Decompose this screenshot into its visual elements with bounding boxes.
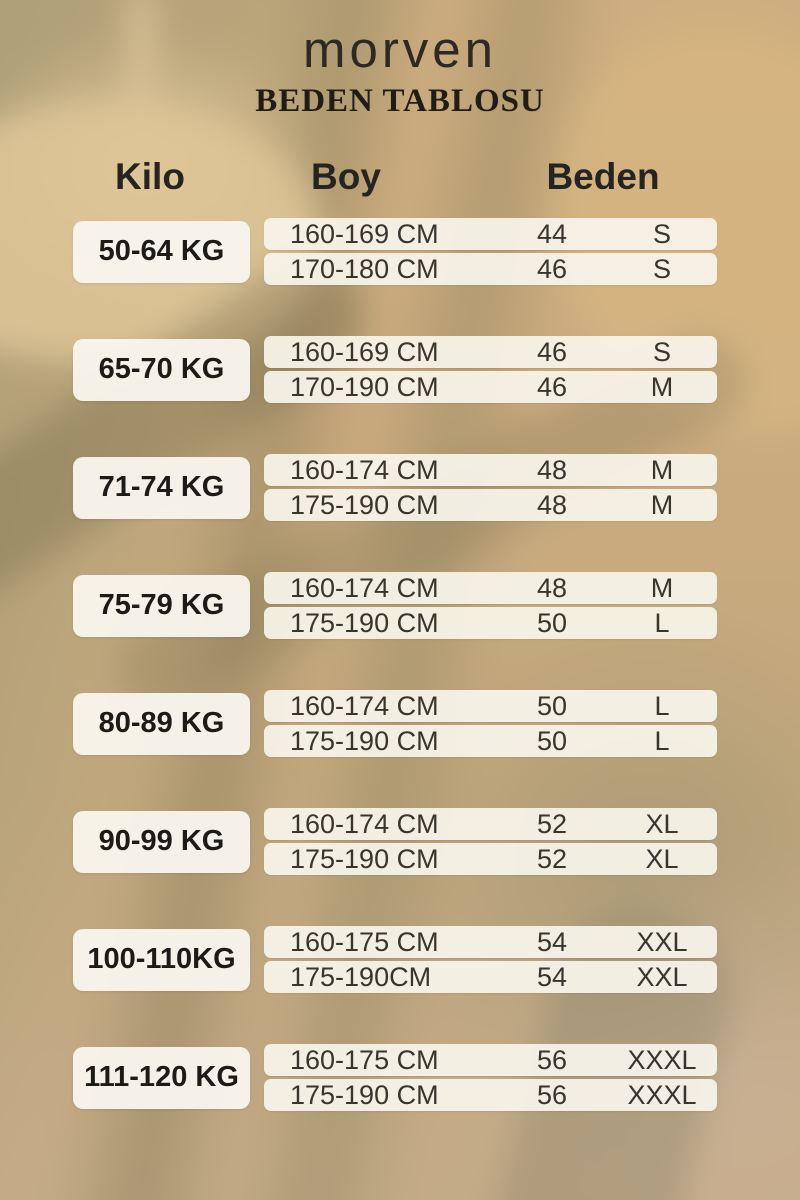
height-range: 160-174 CM — [290, 808, 439, 839]
weight-group-rows: 160-174 CM 52 XL 175-190 CM 52 XL — [264, 808, 717, 875]
size-letter: L — [654, 725, 670, 756]
size-row: 160-175 CM 54 XXL — [264, 926, 717, 958]
weight-label: 71-74 KG — [73, 456, 250, 519]
size-letter: XXXL — [627, 1044, 697, 1075]
size-number: 54 — [536, 961, 568, 992]
weight-group: 111-120 KG 160-175 CM 56 XXXL 175-190 CM… — [0, 1044, 800, 1111]
column-header-kilo: Kilo — [115, 156, 185, 197]
weight-group-rows: 160-169 CM 46 S 170-190 CM 46 M — [264, 336, 717, 403]
size-number: 54 — [536, 926, 568, 957]
size-number: 52 — [536, 808, 568, 839]
weight-label: 100-110KG — [73, 928, 250, 991]
size-row: 170-190 CM 46 M — [264, 371, 717, 403]
weight-group: 100-110KG 160-175 CM 54 XXL 175-190CM 54… — [0, 926, 800, 993]
weight-label: 90-99 KG — [73, 810, 250, 873]
size-number: 56 — [536, 1044, 568, 1075]
weight-group-rows: 160-169 CM 44 S 170-180 CM 46 S — [264, 218, 717, 285]
height-range: 175-190 CM — [290, 1079, 439, 1110]
size-row: 175-190CM 54 XXL — [264, 961, 717, 993]
weight-group: 71-74 KG 160-174 CM 48 M 175-190 CM 48 M — [0, 454, 800, 521]
size-groups: 50-64 KG 160-169 CM 44 S 170-180 CM 46 S… — [0, 218, 800, 1111]
size-letter: M — [650, 572, 674, 603]
size-letter: XL — [645, 843, 679, 874]
size-number: 52 — [536, 843, 568, 874]
column-header-boy: Boy — [311, 156, 381, 197]
size-letter: S — [652, 218, 671, 249]
weight-group: 80-89 KG 160-174 CM 50 L 175-190 CM 50 L — [0, 690, 800, 757]
height-range: 175-190 CM — [290, 607, 439, 638]
weight-group-rows: 160-175 CM 54 XXL 175-190CM 54 XXL — [264, 926, 717, 993]
weight-label: 111-120 KG — [73, 1046, 250, 1109]
weight-group-rows: 160-174 CM 48 M 175-190 CM 50 L — [264, 572, 717, 639]
height-range: 160-174 CM — [290, 690, 439, 721]
size-letter: S — [652, 253, 671, 284]
size-number: 50 — [536, 607, 568, 638]
height-range: 175-190 CM — [290, 843, 439, 874]
weight-label: 80-89 KG — [73, 692, 250, 755]
size-row: 175-190 CM 50 L — [264, 607, 717, 639]
size-number: 44 — [536, 218, 568, 249]
weight-label: 50-64 KG — [73, 220, 250, 283]
size-letter: M — [650, 489, 674, 520]
size-row: 170-180 CM 46 S — [264, 253, 717, 285]
brand-logo: morven — [302, 21, 498, 78]
size-letter: L — [654, 607, 670, 638]
height-range: 160-174 CM — [290, 572, 439, 603]
size-number: 46 — [536, 253, 568, 284]
size-row: 175-190 CM 50 L — [264, 725, 717, 757]
size-row: 160-169 CM 44 S — [264, 218, 717, 250]
size-letter: M — [650, 454, 674, 485]
size-letter: M — [650, 371, 674, 402]
size-number: 48 — [536, 572, 568, 603]
size-row: 160-174 CM 48 M — [264, 454, 717, 486]
size-number: 46 — [536, 336, 568, 367]
size-letter: XXL — [636, 926, 688, 957]
height-range: 160-169 CM — [290, 218, 439, 249]
size-letter: L — [654, 690, 670, 721]
size-number: 50 — [536, 690, 568, 721]
size-number: 48 — [536, 489, 568, 520]
height-range: 160-174 CM — [290, 454, 439, 485]
size-number: 50 — [536, 725, 568, 756]
weight-group-rows: 160-175 CM 56 XXXL 175-190 CM 56 XXXL — [264, 1044, 717, 1111]
size-letter: XL — [645, 808, 679, 839]
weight-group-rows: 160-174 CM 50 L 175-190 CM 50 L — [264, 690, 717, 757]
weight-label: 65-70 KG — [73, 338, 250, 401]
size-number: 46 — [536, 371, 568, 402]
size-row: 175-190 CM 52 XL — [264, 843, 717, 875]
size-row: 160-174 CM 50 L — [264, 690, 717, 722]
size-row: 175-190 CM 56 XXXL — [264, 1079, 717, 1111]
height-range: 170-180 CM — [290, 253, 439, 284]
size-chart-title: BEDEN TABLOSU — [255, 83, 545, 119]
height-range: 160-169 CM — [290, 336, 439, 367]
size-letter: XXXL — [627, 1079, 697, 1110]
weight-group: 75-79 KG 160-174 CM 48 M 175-190 CM 50 L — [0, 572, 800, 639]
size-row: 160-175 CM 56 XXXL — [264, 1044, 717, 1076]
height-range: 175-190 CM — [290, 725, 439, 756]
size-letter: XXL — [636, 961, 688, 992]
height-range: 175-190 CM — [290, 489, 439, 520]
weight-group: 90-99 KG 160-174 CM 52 XL 175-190 CM 52 … — [0, 808, 800, 875]
size-number: 56 — [536, 1079, 568, 1110]
height-range: 160-175 CM — [290, 1044, 439, 1075]
size-row: 160-174 CM 48 M — [264, 572, 717, 604]
weight-group: 65-70 KG 160-169 CM 46 S 170-190 CM 46 M — [0, 336, 800, 403]
size-row: 160-174 CM 52 XL — [264, 808, 717, 840]
height-range: 170-190 CM — [290, 371, 439, 402]
column-headers: Kilo Boy Beden — [0, 156, 800, 197]
size-letter: S — [652, 336, 671, 367]
weight-group: 50-64 KG 160-169 CM 44 S 170-180 CM 46 S — [0, 218, 800, 285]
size-number: 48 — [536, 454, 568, 485]
size-row: 160-169 CM 46 S — [264, 336, 717, 368]
height-range: 175-190CM — [290, 961, 432, 992]
height-range: 160-175 CM — [290, 926, 439, 957]
column-header-beden: Beden — [546, 156, 660, 197]
size-row: 175-190 CM 48 M — [264, 489, 717, 521]
weight-label: 75-79 KG — [73, 574, 250, 637]
weight-group-rows: 160-174 CM 48 M 175-190 CM 48 M — [264, 454, 717, 521]
